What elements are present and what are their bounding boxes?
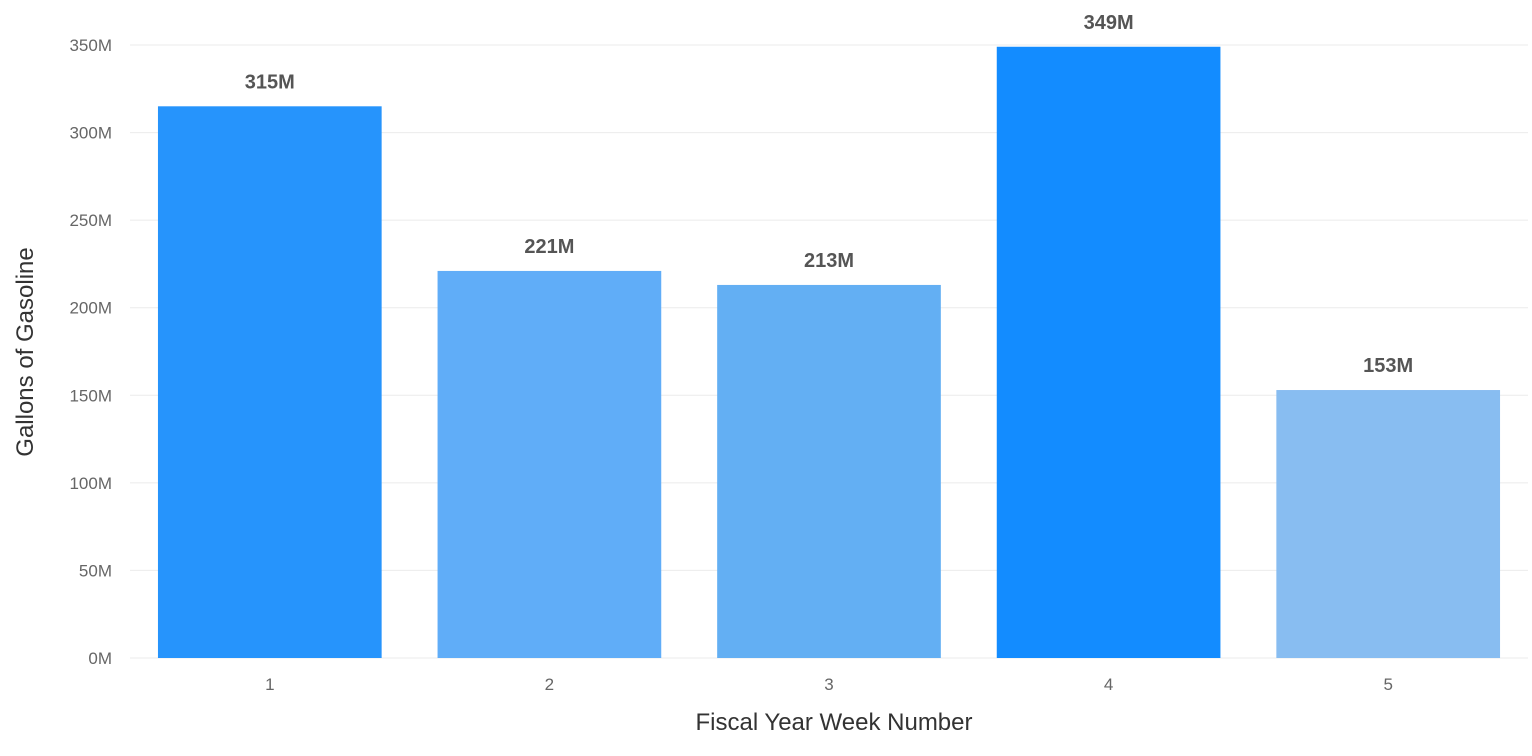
y-tick-label: 200M — [69, 299, 112, 318]
x-tick-label: 1 — [265, 675, 274, 694]
y-axis-ticks: 0M 50M 100M 150M 200M 250M 300M 350M — [69, 36, 112, 668]
y-tick-label: 350M — [69, 36, 112, 55]
y-tick-label: 50M — [79, 561, 112, 580]
y-tick-label: 250M — [69, 211, 112, 230]
y-tick-label: 150M — [69, 386, 112, 405]
bar-week-3[interactable] — [717, 284, 941, 658]
data-label: 153M — [1363, 355, 1413, 377]
y-tick-label: 300M — [69, 124, 112, 143]
y-axis-title: Gallons of Gasoline — [12, 247, 39, 456]
data-label: 221M — [524, 236, 574, 258]
data-label: 315M — [245, 71, 295, 93]
bar-week-5[interactable] — [1276, 390, 1501, 658]
data-labels: 315M 221M 213M 349M 153M — [245, 12, 1413, 377]
x-axis-title: Fiscal Year Week Number — [695, 709, 972, 736]
data-label: 349M — [1084, 12, 1134, 34]
x-tick-label: 5 — [1383, 675, 1392, 694]
x-tick-label: 2 — [545, 675, 554, 694]
data-label: 213M — [804, 250, 854, 272]
bar-week-4[interactable] — [996, 46, 1221, 659]
bar-week-2[interactable] — [437, 270, 662, 658]
x-axis-ticks: 1 2 3 4 5 — [265, 675, 1393, 694]
bars — [157, 46, 1501, 659]
bar-week-1[interactable] — [157, 106, 382, 659]
x-tick-label: 4 — [1104, 675, 1113, 694]
y-tick-label: 100M — [69, 474, 112, 493]
x-tick-label: 3 — [824, 675, 833, 694]
y-tick-label: 0M — [88, 649, 112, 668]
